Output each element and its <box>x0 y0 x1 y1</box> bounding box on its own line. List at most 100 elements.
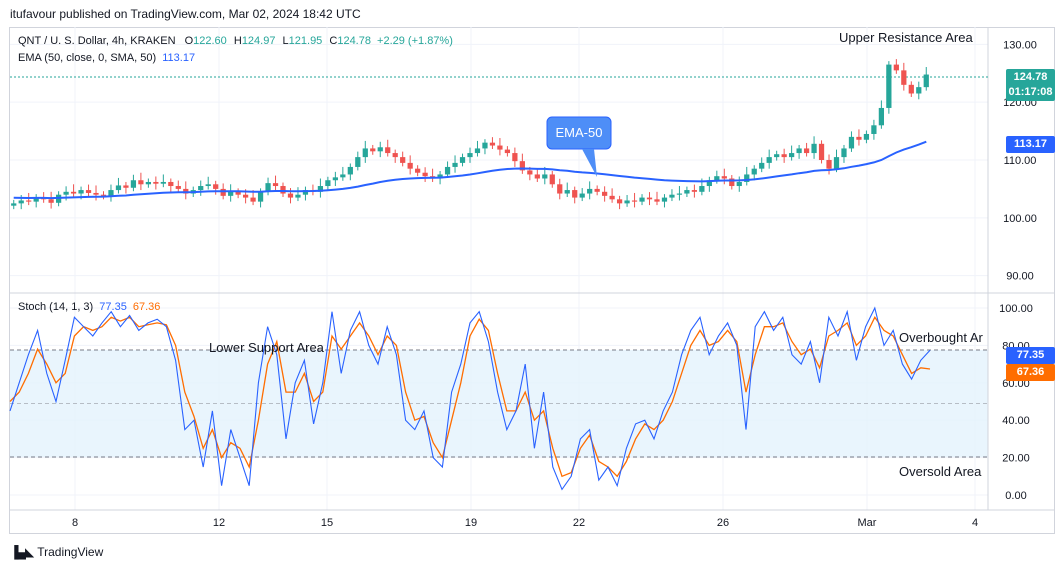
candle-body <box>452 162 458 167</box>
candle-body <box>444 166 451 175</box>
y-tick-labels: 90.00100.00110.00120.00130.000.0020.0040… <box>999 39 1037 502</box>
candle-body <box>489 142 496 146</box>
candle-body <box>407 162 413 169</box>
candle-body <box>33 197 39 202</box>
stoch-d-badge: 67.36 <box>1006 364 1055 381</box>
candle-body <box>751 168 757 175</box>
candle-body <box>916 87 922 94</box>
candle-body <box>160 181 166 184</box>
x-tick-label: 12 <box>213 517 225 529</box>
candle-body <box>609 195 615 200</box>
footer-brand: TradingView <box>37 545 104 559</box>
candle-body <box>220 188 226 196</box>
x-tick-label: 4 <box>972 517 978 529</box>
last-price-badge: 124.78 01:17:08 <box>1006 69 1055 101</box>
candle-body <box>781 154 787 158</box>
x-tick-label: 22 <box>573 517 585 529</box>
y-tick-label: 110.00 <box>1004 155 1037 167</box>
candle-body <box>736 181 742 187</box>
candle-body <box>295 194 301 198</box>
candle-body <box>661 197 668 202</box>
candle-body <box>123 185 129 188</box>
candle-body <box>108 190 114 196</box>
candle-body <box>826 160 832 169</box>
candle-body <box>631 200 638 202</box>
low-value: 121.95 <box>288 35 323 47</box>
candle-body <box>392 153 398 158</box>
candle-body <box>542 174 548 179</box>
candle-body <box>766 157 772 163</box>
candle-body <box>93 192 99 195</box>
close-label: C <box>329 35 338 47</box>
x-tick-label: 8 <box>72 517 78 529</box>
candle-body <box>400 157 406 163</box>
candle-body <box>729 178 735 187</box>
y-tick-label: 100.00 <box>999 303 1033 315</box>
candle-body <box>706 180 712 187</box>
candle-body <box>497 145 503 150</box>
candle-body <box>587 188 593 194</box>
candle-body <box>803 148 810 154</box>
candle-body <box>512 153 518 162</box>
close-value: 124.78 <box>337 35 371 47</box>
candle-body <box>669 194 675 198</box>
overbought-label: Overbought Ar <box>899 330 983 345</box>
grid-lines <box>10 27 988 510</box>
ema50-callout-pointer <box>582 149 597 177</box>
last-price-value: 124.78 <box>1013 71 1048 83</box>
candle-body <box>437 174 443 179</box>
candle-body <box>198 186 204 191</box>
candle-body <box>527 170 533 175</box>
open-value: 122.60 <box>193 35 227 47</box>
chart-frame <box>9 27 1055 534</box>
candle-body <box>841 148 847 158</box>
candle-body <box>325 180 331 187</box>
candle-body <box>287 193 294 198</box>
y-tick-label: 40.00 <box>1002 415 1030 427</box>
y-tick-label: 20.00 <box>1002 453 1030 465</box>
candle-body <box>878 107 884 126</box>
candle-body <box>654 199 660 202</box>
candle-body <box>280 186 286 194</box>
x-tick-labels: 8 12 15 19 22 26 Mar 4 <box>72 517 978 529</box>
stoch-k-legend-value: 77.35 <box>99 301 127 313</box>
candle-body <box>863 133 870 140</box>
candle-body <box>504 149 511 154</box>
candle-body <box>833 157 840 169</box>
candle-body <box>616 199 623 204</box>
candle-body <box>901 70 907 85</box>
symbol-label: QNT / U. S. Dollar, 4h, KRAKEN <box>18 35 176 47</box>
candle-body <box>796 148 802 154</box>
lower-support-label: Lower Support Area <box>209 340 325 355</box>
stoch-legend: Stoch (14, 1, 3) 77.35 67.36 <box>18 301 160 313</box>
candle-body <box>153 181 159 184</box>
y-tick-label: 130.00 <box>1003 39 1037 51</box>
candles <box>11 59 929 210</box>
candle-body <box>549 174 555 185</box>
ema-legend-label: EMA (50, close, 0, SMA, 50) <box>18 52 157 64</box>
candle-body <box>11 203 17 206</box>
ema-price-badge: 113.17 <box>1006 136 1055 153</box>
candle-body <box>168 181 174 187</box>
y-tick-label: 0.00 <box>1005 490 1026 502</box>
change-value: +2.29 (+1.87%) <box>377 35 453 47</box>
candle-body <box>370 148 376 152</box>
tradingview-logo-icon: ▐▄◣ <box>10 545 34 559</box>
candle-body <box>145 181 151 185</box>
candle-body <box>564 190 570 194</box>
candle-body <box>534 174 540 179</box>
footer[interactable]: ▐▄◣ TradingView <box>10 545 103 559</box>
high-label: H <box>233 35 242 47</box>
candle-body <box>699 186 705 192</box>
candle-body <box>235 191 241 195</box>
candle-body <box>26 200 32 202</box>
ema-legend-value: 113.17 <box>162 52 196 64</box>
main-legend: QNT / U. S. Dollar, 4h, KRAKEN O122.60 H… <box>18 35 453 47</box>
candle-body <box>385 147 391 154</box>
candle-body <box>332 177 338 181</box>
ema-legend: EMA (50, close, 0, SMA, 50) 113.17 <box>18 52 195 64</box>
candle-body <box>467 153 473 158</box>
low-label: L <box>282 35 289 47</box>
candle-body <box>714 176 720 181</box>
